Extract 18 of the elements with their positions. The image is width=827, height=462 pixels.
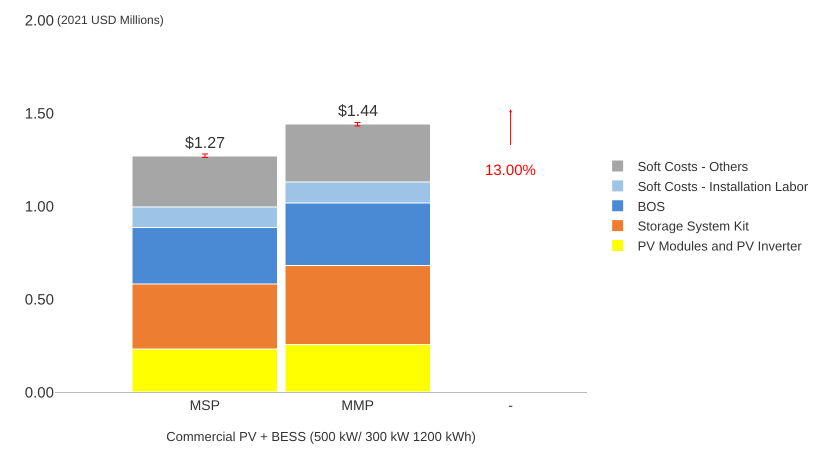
legend-label: BOS	[638, 198, 666, 214]
y-axis-title: (2021 USD Millions)	[57, 13, 164, 27]
y-tick-label: 1.50	[24, 105, 54, 122]
y-tick-label: 1.00	[24, 198, 54, 216]
legend-label: Storage System Kit	[638, 218, 750, 234]
x-tick-label: -	[508, 396, 514, 413]
x-tick-label: MMP	[341, 396, 374, 413]
legend-label: PV Modules and PV Inverter	[638, 238, 802, 254]
x-tick-label: MSP	[190, 396, 220, 413]
x-axis-title: Commercial PV + BESS (500 kW/ 300 kW 1200 kWh)	[166, 429, 476, 444]
y-tick-label: 2.00	[24, 12, 54, 30]
legend-label: Soft Costs - Others	[638, 159, 749, 174]
total-label: $1.27	[185, 135, 226, 152]
y-tick-label: 0.50	[24, 291, 54, 308]
y-tick-label: 0.00	[24, 384, 54, 402]
annotation: 13.00%	[485, 162, 536, 179]
total-label: $1.44	[338, 103, 378, 120]
legend-label: Soft Costs - Installation Labor	[638, 178, 809, 194]
